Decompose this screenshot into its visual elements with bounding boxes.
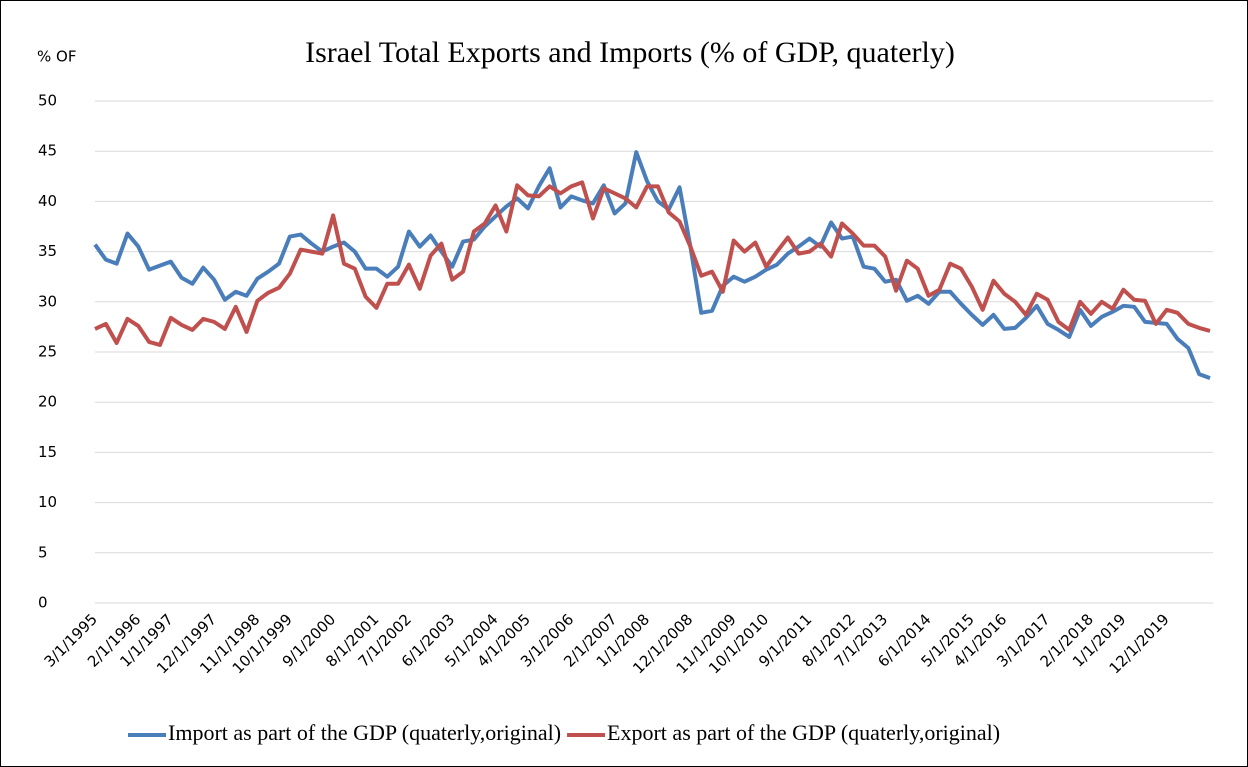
y-tick-label: 30 — [38, 292, 57, 310]
y-tick-label: 0 — [38, 594, 48, 612]
y-tick-label: 15 — [38, 443, 57, 461]
y-tick-label: 20 — [38, 393, 57, 411]
y-tick-label: 10 — [38, 493, 57, 511]
legend-label: Import as part of the GDP (quaterly,orig… — [168, 720, 561, 745]
chart-title: Israel Total Exports and Imports (% of G… — [305, 36, 955, 69]
y-tick-label: 35 — [38, 242, 57, 260]
y-tick-label: 5 — [38, 543, 48, 561]
y-tick-label: 50 — [38, 92, 57, 110]
y-axis-label: % OF — [37, 48, 76, 66]
y-tick-label: 25 — [38, 343, 57, 361]
series-line — [93, 150, 1211, 380]
legend-label: Export as part of the GDP (quaterly,orig… — [607, 720, 1000, 745]
series-line — [94, 180, 1211, 347]
y-tick-label: 45 — [38, 142, 57, 160]
y-tick-label: 40 — [38, 192, 57, 210]
